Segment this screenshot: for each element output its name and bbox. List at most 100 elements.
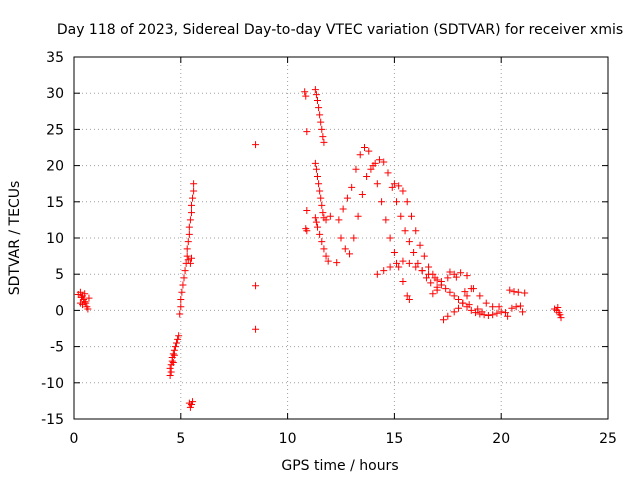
data-point [185, 230, 193, 238]
y-tick-label: 5 [55, 267, 64, 283]
data-point [317, 194, 325, 202]
data-point [346, 250, 354, 258]
data-point [314, 223, 322, 231]
grid [74, 57, 608, 419]
data-point [183, 252, 191, 260]
data-point [312, 165, 320, 173]
data-point [395, 182, 403, 190]
data-point [311, 214, 319, 222]
data-point [461, 288, 469, 296]
data-point [382, 216, 390, 224]
data-point [81, 290, 89, 298]
data-point [82, 299, 90, 307]
data-point [337, 234, 345, 242]
data-point [166, 364, 174, 372]
data-point [444, 312, 452, 320]
y-tick-label: 15 [46, 195, 64, 211]
data-point [452, 273, 460, 281]
data-point [514, 288, 522, 296]
data-point [418, 267, 426, 275]
data-point [252, 141, 260, 149]
data-point [318, 201, 326, 209]
y-tick-labels: -15 -10 -5 0 5 10 15 20 25 30 35 [41, 50, 64, 428]
data-point [556, 311, 564, 319]
series-isolated-8h [252, 141, 260, 333]
data-point [185, 223, 193, 231]
series-early-cluster [74, 288, 93, 313]
data-point [467, 306, 475, 314]
data-point [179, 281, 187, 289]
data-point [493, 309, 501, 317]
series-main-arc [335, 144, 441, 304]
data-point [180, 274, 188, 282]
data-point [412, 263, 420, 271]
data-point [512, 303, 520, 311]
data-point [335, 216, 343, 224]
data-point [187, 201, 195, 209]
series-pass-4h [166, 332, 183, 380]
data-point [314, 96, 322, 104]
series-tail-20h [501, 286, 529, 320]
data-point [318, 125, 326, 133]
data-point [358, 191, 366, 199]
data-point [454, 304, 462, 312]
data-point [186, 216, 194, 224]
data-point [399, 277, 407, 285]
data-point [301, 88, 309, 96]
data-point [508, 304, 516, 312]
data-point [303, 128, 311, 136]
data-point [178, 288, 186, 296]
data-point [459, 299, 467, 307]
data-point [177, 303, 185, 311]
data-point [497, 308, 505, 316]
data-point [190, 180, 198, 188]
data-point [189, 194, 197, 202]
data-point [501, 309, 509, 317]
data-point [175, 332, 183, 340]
data-point [405, 238, 413, 246]
data-point [403, 292, 411, 300]
data-point [489, 303, 497, 311]
y-tick-label: 20 [46, 159, 64, 175]
data-point [444, 274, 452, 282]
data-point [322, 252, 330, 260]
data-point [393, 198, 401, 206]
data-point [302, 92, 310, 100]
data-point [429, 290, 437, 298]
data-point [166, 372, 174, 380]
data-point [405, 296, 413, 304]
data-point [373, 180, 381, 188]
data-point [252, 282, 260, 290]
data-point [312, 218, 320, 226]
data-point [401, 227, 409, 235]
data-point [187, 209, 195, 217]
data-point [354, 212, 362, 220]
data-point [371, 159, 379, 167]
data-point [410, 248, 418, 256]
data-point [478, 308, 486, 316]
chart-title: Day 118 of 2023, Sidereal Day-to-day VTE… [57, 22, 623, 38]
data-point [311, 86, 319, 94]
x-tick-label: 25 [599, 431, 617, 447]
data-point [76, 288, 84, 296]
data-point [484, 311, 492, 319]
data-point [341, 245, 349, 253]
data-point [173, 339, 181, 347]
data-point [350, 234, 358, 242]
axis-ticks [73, 56, 609, 420]
x-tick-label: 15 [385, 431, 403, 447]
data-point [303, 227, 311, 235]
data-point [81, 298, 89, 306]
data-point [463, 292, 471, 300]
data-point [489, 311, 497, 319]
data-point [427, 279, 435, 287]
data-point [367, 165, 375, 173]
data-point [303, 206, 311, 214]
data-point [425, 270, 433, 278]
data-point [363, 172, 371, 180]
data-point [322, 216, 330, 224]
data-point [184, 238, 192, 246]
data-point [516, 302, 524, 310]
data-point [393, 259, 401, 267]
data-point [390, 180, 398, 188]
